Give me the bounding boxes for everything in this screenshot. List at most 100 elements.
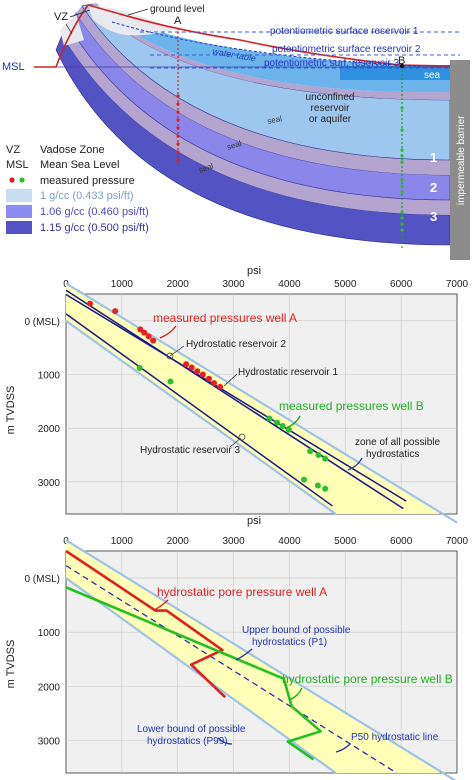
top-well-b-point (307, 448, 314, 455)
vz-leader-2 (65, 23, 73, 35)
top-well-b-point (136, 365, 143, 372)
bottom-chart-ylabel: m TVDSS (5, 640, 17, 689)
top-well-b-point (322, 455, 329, 462)
msl-label: MSL (2, 61, 25, 73)
top-well-a-point (150, 337, 157, 344)
top-ytick-label: 3000 (38, 478, 61, 489)
top-well-a-point (211, 380, 218, 387)
top-zone-lower-edge (65, 319, 337, 515)
water-table-line (111, 21, 421, 67)
pot-surface-2-label: potentiometric surface reservoir 2 (272, 44, 421, 55)
seal-2-label: seal (226, 139, 243, 152)
seal-1-label: seal (267, 114, 283, 126)
top-xtick-label: 1000 (111, 279, 134, 290)
top-xtick-label: 6000 (390, 279, 413, 290)
bottom-annot-well-b-arrow (289, 687, 303, 701)
bottom-xtick-label: 6000 (390, 536, 413, 547)
top-well-b-point (274, 419, 281, 426)
bottom-ytick-label: 0 (MSL) (24, 574, 60, 585)
top-ytick-label: 0 (MSL) (24, 317, 60, 328)
legend-vz-abbr: VZ (6, 144, 20, 156)
top-annot-hydro-res3: Hydrostatic reservoir 3 (140, 445, 240, 456)
bottom-xtick-label: 7000 (446, 536, 469, 547)
legend-msl-abbr: MSL (6, 159, 29, 171)
top-well-a-point (141, 329, 148, 336)
bottom-ytick-label: 3000 (38, 737, 61, 748)
top-well-b-point (279, 423, 286, 429)
top-ytick-label: 1000 (38, 370, 61, 381)
top-chart-xlabel: psi (247, 265, 261, 277)
impermeable-barrier-label: impermeable barrier (456, 115, 467, 205)
top-chart-ylabel: m TVDSS (5, 386, 17, 435)
top-annot-measured-b: measured pressures well B (279, 399, 424, 413)
legend-msl-text: Mean Sea Level (40, 159, 120, 171)
top-ytick-label: 2000 (38, 424, 61, 435)
well-b-dots (400, 106, 404, 232)
top-annot-measured-a: measured pressures well A (153, 311, 297, 325)
top-well-a-point (145, 333, 152, 340)
bottom-ytick-label: 1000 (38, 628, 61, 639)
top-annot-hydro-res1-leader (223, 373, 238, 387)
legend-swatch-1 (6, 189, 32, 202)
top-zone-upper-edge (65, 282, 458, 524)
top-xtick-label: 7000 (446, 279, 469, 290)
top-well-a-point (199, 371, 206, 378)
top-chart: psi 01000200030004000500060007000 0 (MSL… (5, 265, 469, 524)
sea-label: sea (424, 70, 441, 81)
top-hydro-res2-line (65, 289, 404, 510)
bottom-xtick-label: 4000 (278, 536, 301, 547)
bottom-well-a-line (65, 549, 227, 699)
legend-swatch-2 (6, 205, 32, 218)
bottom-xtick-label: 1000 (111, 536, 134, 547)
top-chart-grid (66, 294, 457, 514)
ground-level-leader (127, 8, 149, 16)
bottom-annot-well-b: hydrostatic pore pressure well B (282, 672, 453, 686)
legend-density-2: 1.06 g/cc (0.460 psi/ft) (40, 206, 149, 218)
pot-surface-1-label: potentiometric surface reservoir 1 (270, 26, 419, 37)
top-annot-measured-a-arrow (159, 325, 177, 339)
top-annot-zone-2: hydrostatics (366, 449, 419, 460)
top-xtick-label: 2000 (167, 279, 190, 290)
bottom-annot-lower-2: hydrostatics (P99) (147, 736, 228, 747)
bottom-annot-well-a: hydrostatic pore pressure well A (157, 585, 327, 599)
pot-surface-3-label: potentiometric surf. reservoir 3 (264, 58, 399, 69)
reservoir-label: reservoir (311, 103, 351, 114)
top-well-b-point (285, 426, 292, 433)
top-annot-hydro-res3-leader (229, 437, 242, 448)
bottom-annot-p50-arrow (335, 743, 351, 753)
top-well-a-point (87, 300, 94, 307)
well-b-label: B (398, 55, 405, 67)
top-annot-zone-arrow (347, 457, 363, 471)
top-annot-hydro-res1: Hydrostatic reservoir 1 (238, 367, 338, 378)
reservoir-2-number: 2 (430, 180, 437, 195)
impermeable-barrier (450, 60, 470, 260)
well-a-dots (176, 94, 180, 162)
vadose-zone (88, 5, 175, 36)
legend-density-3: 1.15 g/cc (0.500 psi/ft) (40, 222, 149, 234)
top-well-b-point (266, 415, 273, 422)
top-hydro-res1-line (65, 293, 407, 502)
bottom-xtick-label: 5000 (334, 536, 357, 547)
legend-measured-pressure: measured pressure (40, 175, 135, 187)
reservoir-1-number: 1 (430, 150, 437, 165)
bottom-annot-upper-arrow (235, 648, 253, 661)
seal-1-layer (92, 3, 450, 100)
legend-red-dot (9, 177, 15, 183)
top-well-a-point (188, 364, 195, 371)
well-a-label: A (174, 15, 182, 27)
cross-section: impermeable barrier VZ ground level A B … (2, 3, 470, 260)
legend-density-1: 1 g/cc (0.433 psi/ft) (40, 190, 134, 202)
top-hydro-res3-line (65, 313, 333, 507)
top-chart-yticks: 0 (MSL) 1000 2000 3000 (24, 317, 60, 489)
top-annot-zone-1: zone of all possible (355, 437, 440, 448)
bottom-ytick-label: 2000 (38, 682, 61, 693)
top-annot-measured-b-arrow (285, 415, 301, 429)
bottom-annot-well-a-arrow (153, 599, 169, 611)
legend: VZ Vadose Zone MSL Mean Sea Level measur… (6, 144, 149, 234)
top-annot-hydro-res3-marker (238, 433, 246, 441)
top-well-a-point (194, 368, 201, 375)
bottom-annot-lower-arrow (217, 737, 233, 745)
top-well-a-point (217, 383, 224, 390)
top-xtick-label: 3000 (222, 279, 245, 290)
or-aquifer-label: or aquifer (309, 114, 352, 125)
